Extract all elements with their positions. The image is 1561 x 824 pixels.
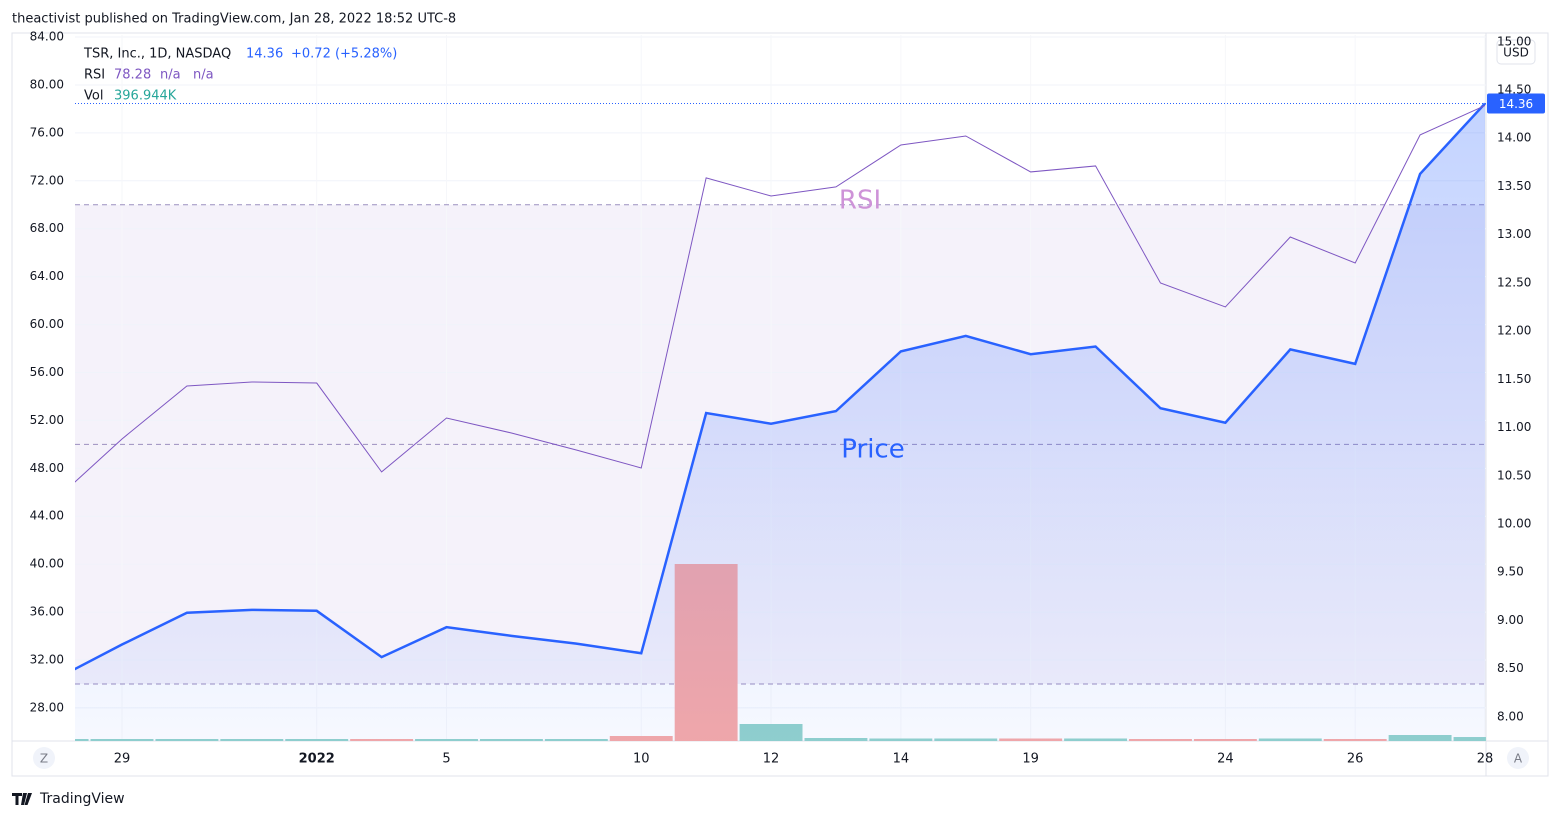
x-tick-label: 12 [763,752,780,767]
y2-tick-label: 9.50 [1497,565,1524,579]
y-tick-label: 84.00 [30,30,64,44]
y-tick-label: 76.00 [30,125,64,139]
brand: TradingView [39,791,125,807]
logo [12,793,32,805]
y2-tick-label: 10.00 [1497,516,1531,530]
y2-tick-label: 12.50 [1497,275,1531,289]
y-tick-label: 40.00 [30,557,64,571]
last-price-tag [1487,93,1545,114]
y2-tick-label: 12.00 [1497,324,1531,338]
y-tick-label: 48.00 [30,461,64,475]
y-tick-label: 68.00 [30,221,64,235]
x-tick-label: 14 [893,752,910,767]
y-tick-label: 28.00 [30,700,64,714]
y2-tick-label: 14.00 [1497,131,1531,145]
currency-button[interactable] [1496,39,1536,65]
y-tick-label: 32.00 [30,653,64,667]
y2-tick-label: 9.00 [1497,613,1524,627]
x-tick-label: 28 [1477,752,1494,767]
legend-price: 14.36 [246,47,283,62]
x-tick-label: 24 [1217,752,1234,767]
legend-vol: Vol [84,89,103,104]
x-tick-label: 19 [1022,752,1039,767]
y2-tick-label: 13.50 [1497,179,1531,193]
y2-tick-label: 13.00 [1497,227,1531,241]
y-tick-label: 36.00 [30,605,64,619]
legend-rsi-param: n/a [193,68,214,83]
y-tick-label: 60.00 [30,317,64,331]
y-tick-label: 56.00 [30,365,64,379]
y-tick-label: 80.00 [30,77,64,91]
y-tick-label: 52.00 [30,413,64,427]
legend-rsi: RSI [84,68,105,83]
x-tick-label: 26 [1347,752,1364,767]
symbol: TSR, Inc., 1D, NASDAQ [83,47,231,62]
zoom-button[interactable] [33,747,55,769]
publisher: theactivist published on TradingView.com… [12,12,456,27]
y2-tick-label: 11.50 [1497,372,1531,386]
auto-label[interactable]: A [1514,752,1523,766]
y2-tick-label: 10.50 [1497,468,1531,482]
zoom-label[interactable]: Z [40,752,48,766]
price-annotation: Price [841,435,904,465]
series-line [75,102,1486,671]
y-tick-label: 64.00 [30,269,64,283]
y2-tick-label: 8.00 [1497,709,1524,723]
x-tick-label: 10 [633,752,650,767]
y2-tick-label: 8.50 [1497,661,1524,675]
series-line [75,105,1486,483]
y-tick-label: 44.00 [30,509,64,523]
legend-rsi-param: n/a [160,68,181,83]
legend-change: +0.72 (+5.28%) [291,47,397,62]
currency[interactable]: USD [1503,46,1529,60]
last-price-label: 14.36 [1499,97,1533,111]
x-tick-label: 2022 [299,752,335,767]
legend-rsi-value: 78.28 [114,68,151,83]
frame [11,32,1549,777]
y2-tick-label: 11.00 [1497,420,1531,434]
x-tick-label: 5 [442,752,450,767]
y2-tick-label: 14.50 [1497,82,1531,96]
rsi-annotation: RSI [839,186,881,216]
legend-vol-value: 396.944K [114,89,177,104]
x-tick-label: 29 [114,752,131,767]
y2-tick-label: 15.00 [1497,34,1531,48]
auto-button[interactable] [1507,747,1529,769]
y-tick-label: 72.00 [30,173,64,187]
